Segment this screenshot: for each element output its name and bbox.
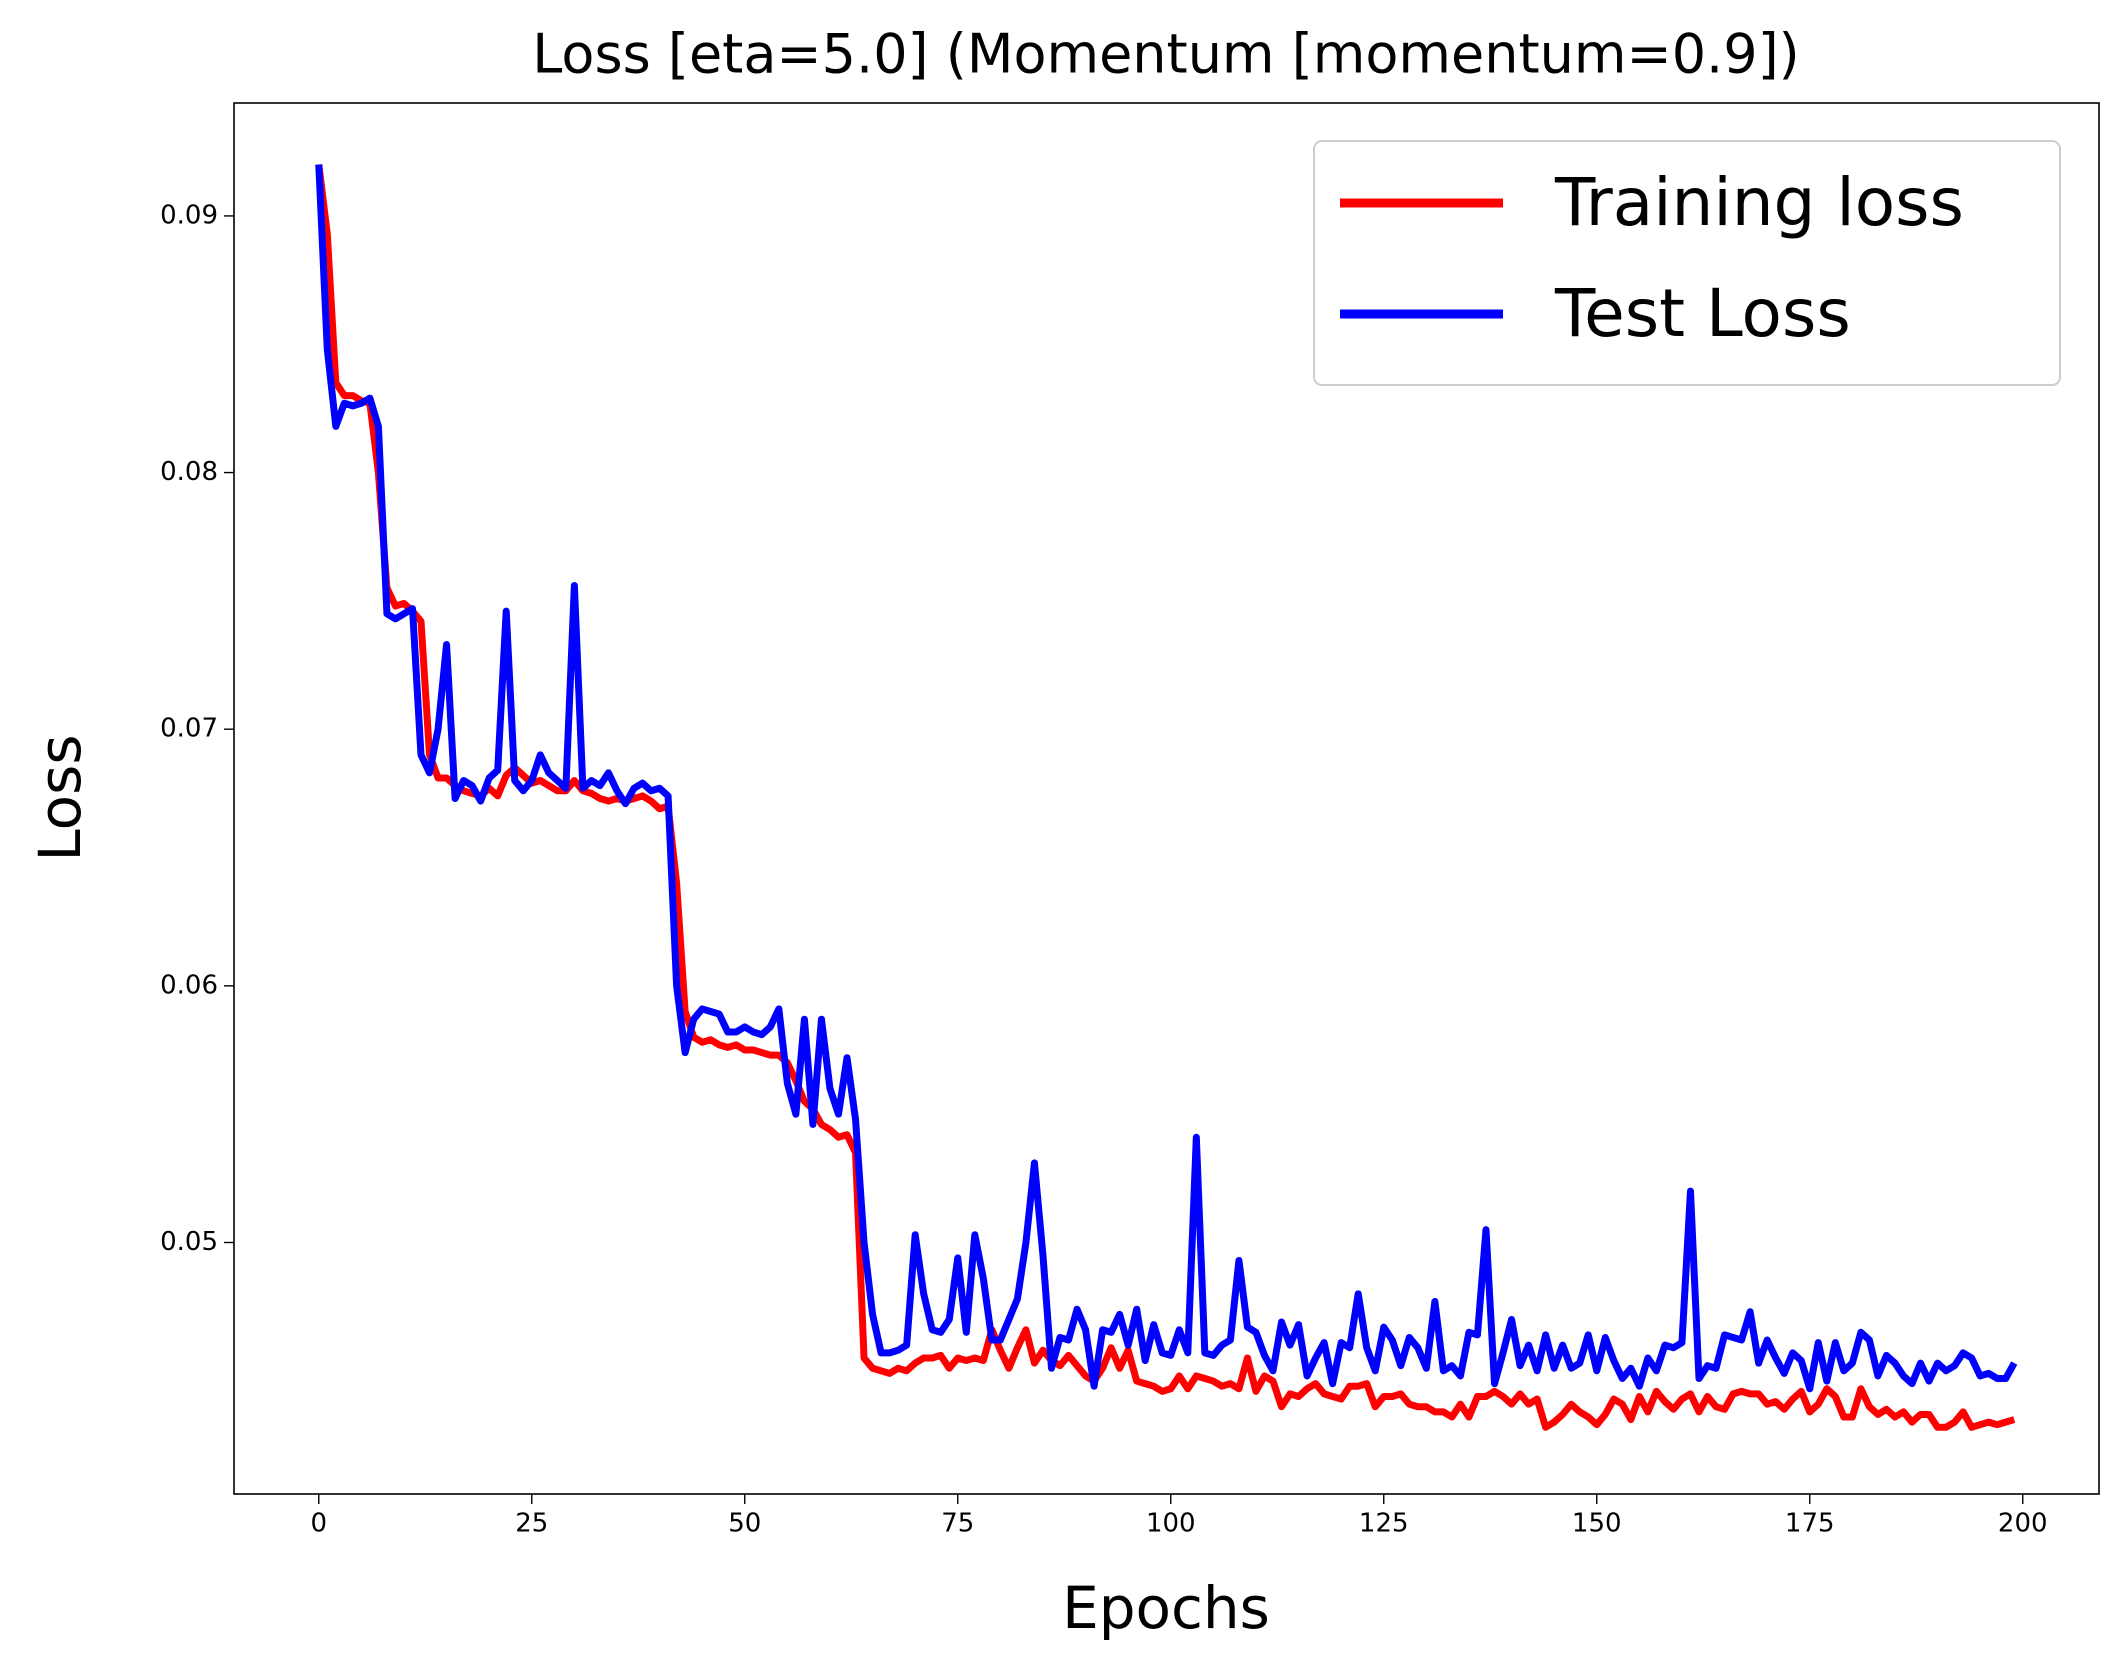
y-tick-label: 0.08 [160,457,218,487]
y-tick-label: 0.07 [160,714,218,744]
x-tick-label: 175 [1785,1509,1835,1539]
plot-frame [233,102,2100,1495]
x-tick-label: 0 [310,1509,327,1539]
x-axis-label: Epochs [1062,1574,1270,1642]
x-tick-label: 125 [1359,1509,1409,1539]
series-line [315,164,2018,1393]
x-tick-label: 25 [515,1509,548,1539]
chart-title: Loss [eta=5.0] (Momentum [momentum=0.9]) [532,23,1799,86]
legend-label: Test Loss [1554,275,1851,352]
x-tick-label: 100 [1146,1509,1196,1539]
y-axis-label: Loss [26,734,94,861]
x-tick-label: 200 [1998,1509,2048,1539]
y-tick-label: 0.05 [160,1227,218,1257]
x-tick-label: 75 [941,1509,974,1539]
series-line [315,164,2016,1431]
x-tick-label: 50 [728,1509,761,1539]
legend-label: Training loss [1554,164,1964,241]
y-tick-label: 0.06 [160,970,218,1000]
y-tick-label: 0.09 [160,200,218,230]
x-tick-label: 150 [1572,1509,1622,1539]
